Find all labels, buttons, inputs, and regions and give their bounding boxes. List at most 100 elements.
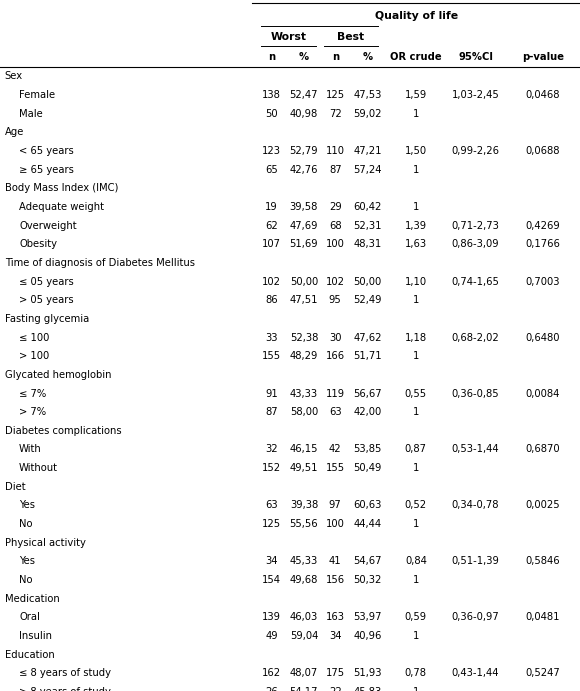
- Text: 1: 1: [413, 575, 419, 585]
- Text: 0,0688: 0,0688: [525, 146, 560, 156]
- Text: 46,15: 46,15: [289, 444, 318, 455]
- Text: 0,4269: 0,4269: [525, 220, 560, 231]
- Text: 162: 162: [262, 668, 281, 679]
- Text: 119: 119: [326, 388, 345, 399]
- Text: 47,62: 47,62: [353, 332, 382, 343]
- Text: OR crude: OR crude: [390, 53, 442, 62]
- Text: 1: 1: [413, 687, 419, 691]
- Text: 102: 102: [326, 276, 345, 287]
- Text: 0,6480: 0,6480: [525, 332, 560, 343]
- Text: 52,79: 52,79: [289, 146, 318, 156]
- Text: 0,1766: 0,1766: [525, 239, 560, 249]
- Text: Yes: Yes: [19, 500, 35, 511]
- Text: 0,59: 0,59: [405, 612, 427, 623]
- Text: 0,86-3,09: 0,86-3,09: [452, 239, 499, 249]
- Text: 41: 41: [329, 556, 342, 567]
- Text: 34: 34: [329, 631, 342, 641]
- Text: 48,29: 48,29: [290, 351, 318, 361]
- Text: 87: 87: [329, 164, 342, 175]
- Text: Education: Education: [5, 650, 55, 660]
- Text: 97: 97: [329, 500, 342, 511]
- Text: 1,39: 1,39: [405, 220, 427, 231]
- Text: 51,71: 51,71: [353, 351, 382, 361]
- Text: %: %: [362, 53, 373, 62]
- Text: 95: 95: [329, 295, 342, 305]
- Text: Female: Female: [19, 90, 55, 100]
- Text: 0,0468: 0,0468: [525, 90, 560, 100]
- Text: < 65 years: < 65 years: [19, 146, 74, 156]
- Text: 50: 50: [265, 108, 278, 119]
- Text: 29: 29: [329, 202, 342, 212]
- Text: 1: 1: [413, 463, 419, 473]
- Text: Fasting glycemia: Fasting glycemia: [5, 314, 89, 324]
- Text: 53,97: 53,97: [353, 612, 382, 623]
- Text: 39,38: 39,38: [290, 500, 318, 511]
- Text: 125: 125: [262, 519, 281, 529]
- Text: 95%CI: 95%CI: [458, 53, 493, 62]
- Text: Worst: Worst: [270, 32, 307, 41]
- Text: 139: 139: [262, 612, 281, 623]
- Text: 45,33: 45,33: [290, 556, 318, 567]
- Text: ≤ 05 years: ≤ 05 years: [19, 276, 74, 287]
- Text: 0,74-1,65: 0,74-1,65: [452, 276, 499, 287]
- Text: 1: 1: [413, 202, 419, 212]
- Text: 60,63: 60,63: [354, 500, 382, 511]
- Text: 0,0025: 0,0025: [525, 500, 560, 511]
- Text: 0,87: 0,87: [405, 444, 427, 455]
- Text: 0,6870: 0,6870: [525, 444, 560, 455]
- Text: 166: 166: [326, 351, 345, 361]
- Text: 156: 156: [326, 575, 345, 585]
- Text: 22: 22: [329, 687, 342, 691]
- Text: Diabetes complications: Diabetes complications: [5, 426, 121, 436]
- Text: 58,00: 58,00: [290, 407, 318, 417]
- Text: 45,83: 45,83: [354, 687, 382, 691]
- Text: 34: 34: [265, 556, 278, 567]
- Text: 100: 100: [326, 519, 345, 529]
- Text: 68: 68: [329, 220, 342, 231]
- Text: 0,43-1,44: 0,43-1,44: [452, 668, 499, 679]
- Text: 50,00: 50,00: [290, 276, 318, 287]
- Text: 1,63: 1,63: [405, 239, 427, 249]
- Text: 47,51: 47,51: [289, 295, 318, 305]
- Text: 33: 33: [265, 332, 278, 343]
- Text: 42: 42: [329, 444, 342, 455]
- Text: Adequate weight: Adequate weight: [19, 202, 104, 212]
- Text: 42,76: 42,76: [289, 164, 318, 175]
- Text: 50,00: 50,00: [354, 276, 382, 287]
- Text: 1: 1: [413, 164, 419, 175]
- Text: 1: 1: [413, 407, 419, 417]
- Text: Yes: Yes: [19, 556, 35, 567]
- Text: 49,51: 49,51: [289, 463, 318, 473]
- Text: 30: 30: [329, 332, 342, 343]
- Text: Medication: Medication: [5, 594, 59, 604]
- Text: 0,99-2,26: 0,99-2,26: [452, 146, 499, 156]
- Text: 57,24: 57,24: [353, 164, 382, 175]
- Text: Insulin: Insulin: [19, 631, 52, 641]
- Text: n: n: [332, 53, 339, 62]
- Text: 107: 107: [262, 239, 281, 249]
- Text: 0,5846: 0,5846: [525, 556, 560, 567]
- Text: 152: 152: [262, 463, 281, 473]
- Text: Quality of life: Quality of life: [375, 11, 458, 21]
- Text: 0,7003: 0,7003: [525, 276, 560, 287]
- Text: ≤ 100: ≤ 100: [19, 332, 49, 343]
- Text: 40,96: 40,96: [354, 631, 382, 641]
- Text: 1,50: 1,50: [405, 146, 427, 156]
- Text: 163: 163: [326, 612, 345, 623]
- Text: 0,78: 0,78: [405, 668, 427, 679]
- Text: Glycated hemoglobin: Glycated hemoglobin: [5, 370, 111, 380]
- Text: 0,55: 0,55: [405, 388, 427, 399]
- Text: 0,0084: 0,0084: [525, 388, 560, 399]
- Text: 50,49: 50,49: [354, 463, 382, 473]
- Text: No: No: [19, 519, 32, 529]
- Text: %: %: [299, 53, 309, 62]
- Text: 59,04: 59,04: [290, 631, 318, 641]
- Text: 86: 86: [265, 295, 278, 305]
- Text: 60,42: 60,42: [354, 202, 382, 212]
- Text: 52,49: 52,49: [353, 295, 382, 305]
- Text: With: With: [19, 444, 42, 455]
- Text: 49: 49: [265, 631, 278, 641]
- Text: 51,93: 51,93: [353, 668, 382, 679]
- Text: 26: 26: [265, 687, 278, 691]
- Text: 1,18: 1,18: [405, 332, 427, 343]
